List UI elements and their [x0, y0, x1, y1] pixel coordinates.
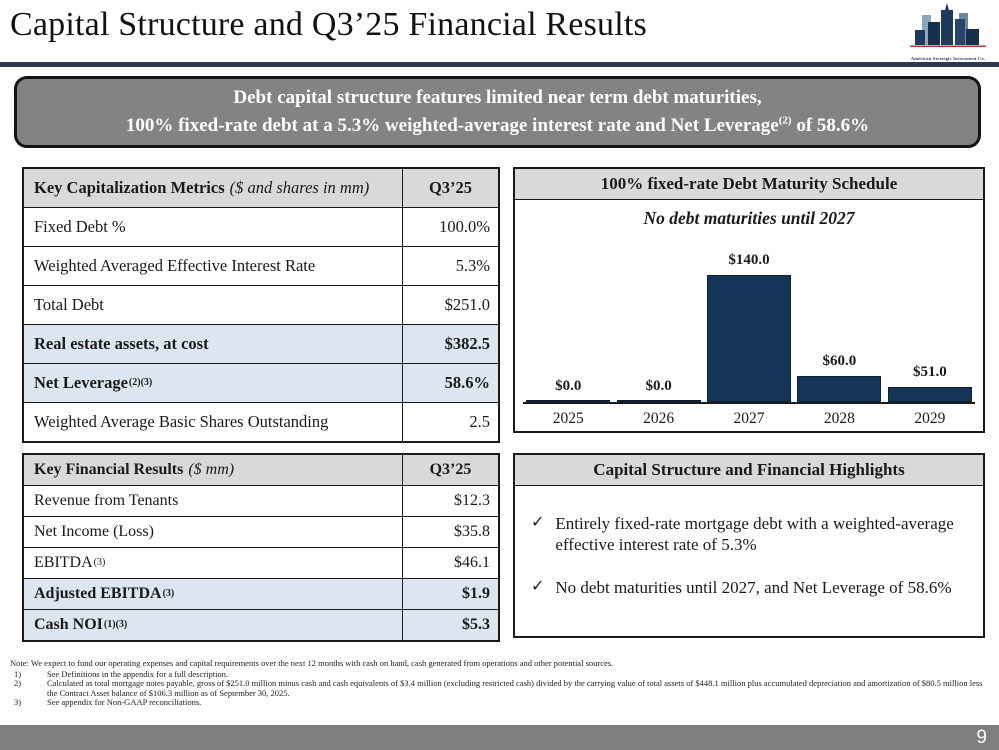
footnote-marker: 1)	[14, 668, 22, 679]
bar-2025	[526, 400, 611, 402]
bar-2028	[797, 376, 882, 402]
chart-plot-area: $0.0 2025 $0.0 2026 $140.0 2027 $60.0	[523, 200, 975, 427]
table-row: Total Debt $251.0	[24, 285, 498, 324]
table-row: Weighted Average Basic Shares Outstandin…	[24, 402, 498, 441]
footnotes: Note: We expect to fund our operating ex…	[10, 658, 989, 708]
chart-title: 100% fixed-rate Debt Maturity Schedule	[515, 169, 983, 200]
table-row: Fixed Debt % 100.0%	[24, 207, 498, 246]
footnote-item: 1) See Definitions in the appendix for a…	[10, 668, 989, 680]
table-row: Net Income (Loss) $35.8	[24, 516, 498, 547]
table-header-label: Key Capitalization Metrics ($ and shares …	[34, 178, 370, 197]
table-header-period: Q3’25	[402, 455, 498, 485]
page-title: Capital Structure and Q3’25 Financial Re…	[10, 6, 647, 43]
capitalization-metrics-table: Key Capitalization Metrics ($ and shares …	[22, 167, 500, 443]
footnote-item: 3) See appendix for Non-GAAP reconciliat…	[10, 698, 989, 708]
bar-group-2027: $140.0 2027	[704, 200, 794, 427]
footer-bar: 9	[0, 725, 999, 750]
page-number: 9	[976, 727, 987, 748]
table-row-highlighted: Cash NOI (1)(3) $5.3	[24, 609, 498, 640]
highlight-bullet: ✓ Entirely fixed-rate mortgage debt with…	[531, 513, 969, 556]
bar-2027	[707, 275, 792, 402]
table-row: Weighted Averaged Effective Interest Rat…	[24, 246, 498, 285]
footnote-marker: 2)	[14, 678, 22, 689]
footnote-text: See appendix for Non-GAAP reconciliation…	[47, 697, 202, 708]
axis-tick-label: 2028	[823, 410, 855, 427]
axis-tick-label: 2029	[914, 410, 946, 427]
table-row-highlighted: Real estate assets, at cost $382.5	[24, 324, 498, 363]
bar-group-2028: $60.0 2028	[794, 200, 884, 427]
highlight-text: No debt maturities until 2027, and Net L…	[555, 577, 952, 597]
highlight-bullet: ✓ No debt maturities until 2027, and Net…	[531, 577, 969, 598]
bar-value-label: $0.0	[645, 378, 672, 394]
check-icon: ✓	[531, 577, 545, 595]
bar-group-2029: $51.0 2029	[885, 200, 975, 427]
highlight-text: Entirely fixed-rate mortgage debt with a…	[555, 514, 954, 555]
chart-annotation: No debt maturities until 2027	[643, 208, 855, 228]
highlights-title: Capital Structure and Financial Highligh…	[515, 455, 983, 486]
highlights-panel: Capital Structure and Financial Highligh…	[513, 453, 985, 638]
table-header-label: Key Financial Results ($ mm)	[34, 461, 235, 478]
bar-group-2025: $0.0 2025	[523, 200, 613, 427]
banner-line1: Debt capital structure features limited …	[233, 87, 762, 109]
table-row: EBITDA (3) $46.1	[24, 547, 498, 578]
table-row: Revenue from Tenants $12.3	[24, 485, 498, 516]
bar-chart: No debt maturities until 2027 $0.0 2025 …	[515, 200, 983, 430]
company-logo: American Strategic Investment Co.	[902, 3, 994, 61]
bar-group-2026: $0.0 2026	[613, 200, 703, 427]
table-header-period: Q3’25	[402, 169, 498, 207]
bar-value-label: $51.0	[912, 364, 947, 380]
financial-results-table: Key Financial Results ($ mm) Q3’25 Revenu…	[22, 453, 500, 642]
footnote-note: Note: We expect to fund our operating ex…	[10, 658, 614, 668]
bar-value-label: $60.0	[822, 353, 857, 369]
summary-banner: Debt capital structure features limited …	[14, 76, 981, 148]
axis-tick-label: 2026	[643, 410, 675, 427]
footnote-item: 2) Calculated as total mortgage notes pa…	[10, 678, 989, 698]
footnote-text: Calculated as total mortgage notes payab…	[47, 678, 983, 698]
bar-2026	[616, 400, 701, 402]
table-row-highlighted: Adjusted EBITDA (3) $1.9	[24, 578, 498, 609]
footnote-marker: 3)	[14, 697, 22, 708]
bar-value-label: $140.0	[728, 252, 770, 268]
logo-caption: American Strategic Investment Co.	[910, 56, 986, 61]
check-icon: ✓	[531, 514, 545, 531]
banner-line2: 100% fixed-rate debt at a 5.3% weighted-…	[125, 114, 870, 136]
table-row-highlighted: Net Leverage (2)(3) 58.6%	[24, 363, 498, 402]
axis-tick-label: 2027	[733, 410, 765, 427]
table-header-row: Key Financial Results ($ mm) Q3’25	[24, 455, 498, 485]
footnote-text: See Definitions in the appendix for a fu…	[47, 668, 229, 679]
bar-value-label: $0.0	[555, 378, 582, 394]
table-header-row: Key Capitalization Metrics ($ and shares …	[24, 169, 498, 207]
title-divider	[0, 62, 999, 67]
highlights-body: ✓ Entirely fixed-rate mortgage debt with…	[515, 486, 983, 598]
skyline-logo-icon	[910, 3, 986, 48]
debt-maturity-chart-panel: 100% fixed-rate Debt Maturity Schedule N…	[513, 167, 985, 433]
bar-2029	[887, 387, 972, 402]
axis-tick-label: 2025	[552, 410, 584, 427]
